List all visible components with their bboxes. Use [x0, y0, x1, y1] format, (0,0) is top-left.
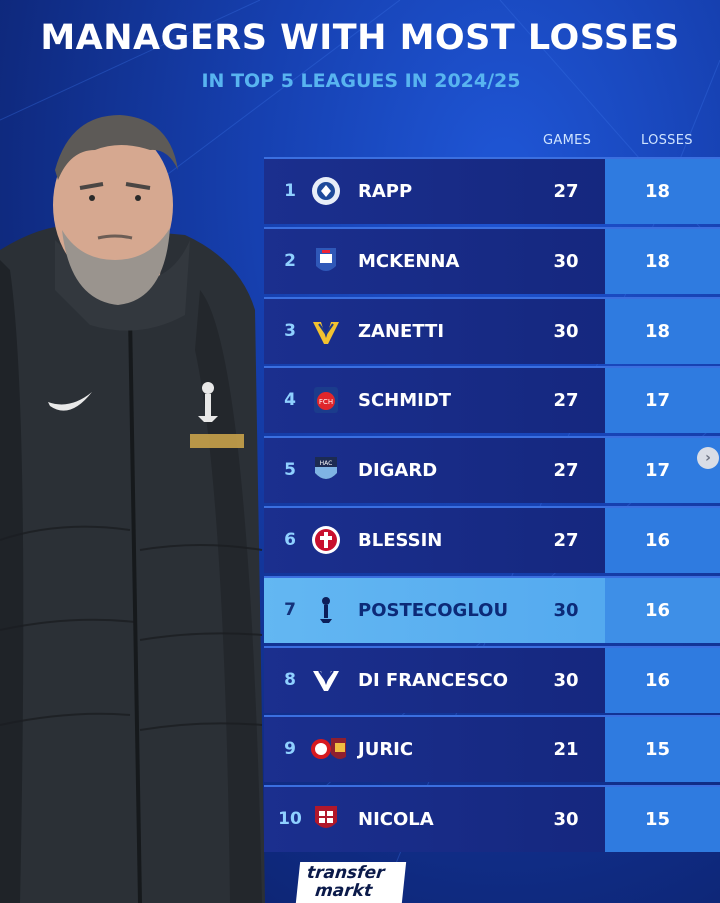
- page-title: MANAGERS WITH MOST LOSSES: [40, 18, 680, 58]
- table-row: 8 DI FRANCESCO 30 16: [264, 645, 720, 713]
- heidenheim-crest-icon: FCH: [314, 387, 338, 414]
- losses-cell: 18: [605, 228, 720, 294]
- losses-cell: 15: [605, 787, 720, 853]
- losses-value: 17: [644, 460, 671, 482]
- table-row: 10 NICOLA 30 15: [264, 785, 720, 853]
- manager-name: SCHMIDT: [358, 390, 452, 412]
- rank: 4: [284, 390, 296, 411]
- rank: 6: [284, 529, 296, 550]
- next-slide-button[interactable]: ›: [697, 447, 719, 469]
- table-row: 5 HAC DIGARD 27 17: [264, 436, 720, 504]
- rank: 1: [284, 181, 296, 201]
- manager-name: DIGARD: [358, 460, 438, 482]
- venezia-crest-icon: [313, 670, 339, 691]
- losses-value: 18: [644, 250, 671, 272]
- rank: 8: [284, 669, 296, 690]
- logo-line-2: markt: [314, 881, 374, 901]
- table-row: 6 BLESSIN 27 16: [264, 505, 720, 573]
- losses-cell: 17: [605, 368, 720, 434]
- table-row-highlighted: 7 POSTECOGLOU 30 16: [264, 575, 720, 643]
- logo-line-1: transfer: [305, 863, 386, 883]
- losses-cell: 16: [605, 507, 720, 573]
- losses-cell: 16: [605, 647, 720, 713]
- games-value: 21: [553, 739, 579, 761]
- table-row: 2 MCKENNA 30 18: [264, 226, 720, 294]
- games-value: 27: [553, 390, 579, 412]
- manager-photo: [0, 115, 265, 903]
- cagliari-crest-icon: [315, 806, 337, 829]
- losses-value: 18: [644, 181, 671, 202]
- manager-name: JURIC: [358, 739, 414, 761]
- games-value: 30: [553, 599, 579, 621]
- rank: 9: [284, 739, 296, 760]
- losses-cell: 16: [605, 577, 720, 643]
- manager-name: MCKENNA: [358, 250, 460, 272]
- games-value: 27: [553, 460, 579, 482]
- holstein-kiel-crest-icon: [312, 177, 340, 205]
- losses-value: 18: [644, 320, 671, 342]
- svg-text:HAC: HAC: [320, 460, 333, 467]
- games-value: 30: [553, 250, 579, 272]
- games-value: 30: [553, 809, 579, 831]
- losses-value: 16: [644, 669, 671, 691]
- losses-value: 17: [644, 390, 671, 412]
- losses-cell: 18: [605, 298, 720, 364]
- table-row: 9 JURIC 21 15: [264, 715, 720, 783]
- southampton-roma-crest-icon: [311, 738, 346, 760]
- transfermarkt-logo: transfer markt: [295, 862, 407, 903]
- losses-value: 15: [644, 739, 671, 761]
- column-header-games: GAMES: [543, 133, 592, 148]
- rank: 3: [284, 320, 296, 341]
- rank: 2: [284, 250, 296, 271]
- table-row: 3 ZANETTI 30 18: [264, 296, 720, 364]
- manager-name: RAPP: [358, 181, 413, 202]
- le-havre-crest-icon: HAC: [315, 457, 337, 480]
- games-value: 27: [553, 181, 579, 202]
- games-value: 27: [553, 529, 579, 551]
- rank: 5: [284, 460, 296, 481]
- losses-cell: 18: [605, 159, 720, 224]
- games-value: 30: [553, 669, 579, 691]
- rank: 7: [284, 599, 296, 620]
- verona-crest-icon: [313, 321, 339, 344]
- manager-name: NICOLA: [358, 809, 434, 831]
- ipswich-crest-icon: [316, 247, 336, 271]
- losses-value: 16: [644, 529, 671, 551]
- manager-name: ZANETTI: [358, 320, 445, 342]
- losses-value: 16: [644, 599, 671, 621]
- svg-text:FCH: FCH: [319, 398, 333, 406]
- tottenham-crest-icon: [320, 596, 332, 623]
- column-header-losses: LOSSES: [641, 133, 693, 148]
- table-row: 4 FCH SCHMIDT 27 17: [264, 366, 720, 434]
- games-value: 30: [553, 320, 579, 342]
- losses-cell: 15: [605, 717, 720, 783]
- st-pauli-crest-icon: [312, 525, 340, 554]
- page-subtitle: IN TOP 5 LEAGUES IN 2024/25: [201, 70, 521, 92]
- table-row: 1 RAPP 27 18: [264, 157, 720, 224]
- manager-name: BLESSIN: [358, 529, 443, 551]
- losses-table: 1 RAPP 27 18 2 MCKENNA 30 18 3 ZANETTI 3…: [264, 157, 720, 855]
- losses-value: 15: [644, 809, 671, 831]
- manager-name: POSTECOGLOU: [358, 599, 509, 621]
- rank: 10: [278, 809, 302, 830]
- manager-name: DI FRANCESCO: [358, 669, 509, 691]
